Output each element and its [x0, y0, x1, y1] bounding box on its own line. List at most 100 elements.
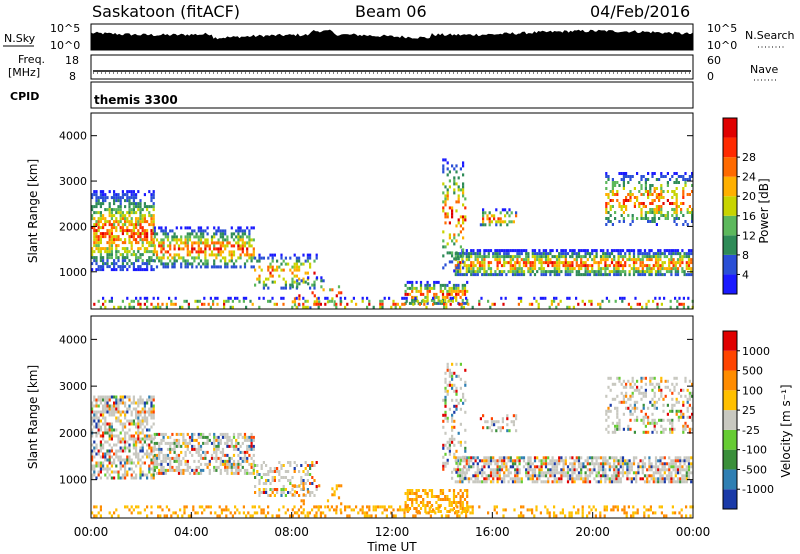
echo-cell	[113, 443, 116, 447]
echo-cell	[202, 432, 205, 436]
echo-cell	[137, 268, 140, 272]
echo-cell	[411, 295, 414, 299]
echo-cell	[132, 196, 135, 200]
echo-cell	[681, 267, 684, 271]
echo-cell	[459, 273, 462, 277]
echo-cell	[113, 452, 116, 456]
echo-cell	[564, 261, 567, 265]
echo-cell	[139, 202, 142, 206]
echo-cell	[99, 508, 102, 512]
echo-cell	[91, 407, 94, 411]
echo-cell	[306, 488, 309, 491]
echo-cell	[160, 241, 163, 245]
echo-cell	[619, 480, 622, 484]
echo-cell	[660, 211, 663, 214]
echo-cell	[289, 482, 292, 485]
echo-cell	[680, 415, 683, 419]
echo-cell	[457, 185, 460, 189]
echo-cell	[106, 440, 109, 444]
echo-cell	[108, 437, 111, 441]
echo-cell	[226, 262, 229, 266]
echo-cell	[237, 238, 240, 242]
echo-cell	[632, 258, 636, 262]
echo-cell	[226, 432, 229, 436]
echo-cell	[326, 505, 330, 509]
echo-cell	[93, 395, 96, 399]
echo-cell	[483, 270, 486, 274]
echo-cell	[91, 464, 94, 468]
echo-cell	[555, 296, 558, 300]
echo-cell	[160, 259, 163, 263]
echo-cell	[577, 267, 581, 271]
echo-cell	[119, 205, 122, 209]
echo-cell	[553, 296, 556, 300]
echo-cell	[102, 461, 105, 465]
echo-cell	[425, 299, 428, 303]
echo-cell	[91, 193, 94, 197]
echo-cell	[426, 492, 429, 495]
echo-cell	[654, 252, 658, 256]
echo-cell	[607, 211, 610, 214]
echo-cell	[553, 267, 556, 271]
echo-cell	[243, 265, 247, 269]
echo-cell	[162, 438, 165, 442]
echo-cell	[137, 410, 140, 414]
echo-cell	[653, 211, 656, 214]
echo-cell	[625, 511, 628, 515]
echo-cell	[243, 229, 247, 233]
echo-cell	[298, 494, 301, 497]
echo-cell	[399, 305, 402, 309]
echo-cell	[597, 462, 600, 466]
echo-cell	[668, 261, 671, 265]
echo-cell	[465, 462, 468, 466]
echo-cell	[99, 220, 102, 224]
echo-cell	[463, 261, 466, 265]
echo-cell	[124, 476, 127, 480]
echo-cell	[461, 495, 464, 498]
echo-cell	[631, 175, 634, 178]
echo-cell	[99, 464, 102, 468]
echo-cell	[273, 488, 276, 491]
echo-cell	[531, 302, 534, 306]
echo-cell	[547, 477, 550, 481]
echo-cell	[146, 296, 149, 300]
echo-cell	[99, 443, 102, 447]
echo-cell	[455, 289, 458, 293]
echo-cell	[124, 443, 127, 447]
echo-cell	[677, 400, 680, 404]
echo-cell	[102, 407, 105, 411]
echo-cell	[95, 235, 98, 239]
echo-cell	[491, 302, 494, 306]
echo-cell	[204, 265, 207, 269]
echo-cell	[515, 429, 518, 433]
echo-cell	[652, 471, 655, 475]
echo-cell	[500, 456, 504, 460]
echo-cell	[102, 196, 105, 200]
echo-cell	[462, 218, 465, 222]
echo-cell	[470, 477, 473, 481]
echo-cell	[640, 418, 643, 422]
echo-cell	[113, 235, 116, 239]
echo-cell	[517, 302, 520, 306]
echo-cell	[146, 476, 149, 480]
echo-cell	[108, 458, 111, 462]
echo-cell	[679, 258, 682, 262]
echo-cell	[647, 178, 650, 181]
echo-cell	[235, 438, 238, 442]
echo-cell	[525, 471, 528, 475]
echo-cell	[186, 241, 189, 245]
echo-cell	[413, 286, 416, 290]
echo-cell	[499, 429, 502, 433]
echo-cell	[643, 505, 646, 509]
echo-cell	[687, 465, 691, 469]
echo-cell	[624, 471, 627, 475]
echo-cell	[487, 264, 490, 268]
echo-cell	[176, 514, 179, 518]
echo-cell	[97, 241, 100, 245]
echo-cell	[580, 465, 583, 469]
echo-cell	[462, 305, 465, 309]
echo-cell	[499, 217, 502, 221]
echo-cell	[141, 470, 144, 474]
echo-cell	[603, 505, 606, 509]
echo-cell	[219, 265, 222, 269]
